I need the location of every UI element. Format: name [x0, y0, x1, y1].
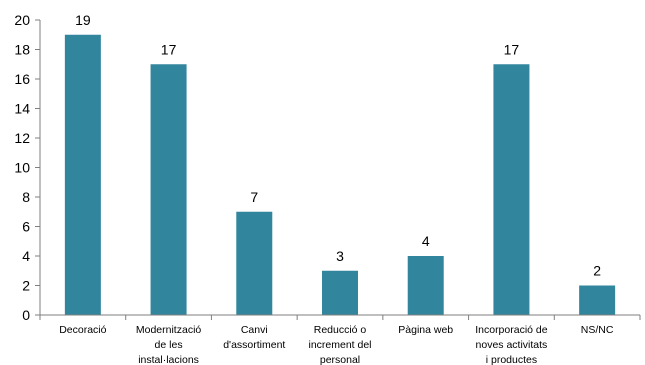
data-label: 2 [593, 263, 601, 279]
data-label: 17 [504, 41, 520, 57]
y-tick-label: 0 [22, 307, 30, 323]
y-tick-label: 14 [14, 101, 30, 117]
y-tick-label: 20 [14, 12, 30, 28]
data-label: 4 [422, 233, 430, 249]
bar [407, 256, 444, 315]
y-tick-label: 4 [22, 248, 30, 264]
x-category-label: Reducció o increment del personal [308, 324, 371, 365]
y-tick-label: 10 [14, 160, 30, 176]
x-category-label: Modernització de les instal·lacions [136, 324, 202, 365]
data-label: 19 [75, 12, 91, 28]
x-axis-labels: Decoració Modernització de les instal·lacio… [59, 324, 614, 365]
y-tick-label: 6 [22, 219, 30, 235]
bars [64, 34, 616, 315]
x-category-label: NS/NC [581, 324, 614, 336]
bar [64, 34, 101, 315]
y-tick-label: 16 [14, 71, 30, 87]
x-category-label: Pàgina web [398, 324, 453, 336]
x-category-label: Canvi d'assortiment [223, 324, 285, 351]
bar [150, 64, 187, 315]
bar [236, 211, 273, 315]
y-tick-label: 18 [14, 42, 30, 58]
data-label: 17 [161, 41, 177, 57]
data-labels: 19 17 7 3 4 17 2 [75, 12, 601, 279]
data-label: 3 [336, 248, 344, 264]
y-axis-ticks: 0 2 4 6 8 10 12 14 16 18 20 [14, 12, 641, 323]
bar [579, 285, 616, 315]
y-tick-label: 2 [22, 278, 30, 294]
bar [493, 64, 530, 315]
data-label: 7 [250, 189, 258, 205]
y-tick-label: 8 [22, 189, 30, 205]
x-category-label: Incorporació de noves activitats i product… [475, 324, 548, 365]
bar [322, 270, 358, 315]
x-category-label: Decoració [59, 324, 106, 336]
y-tick-label: 12 [14, 130, 30, 146]
